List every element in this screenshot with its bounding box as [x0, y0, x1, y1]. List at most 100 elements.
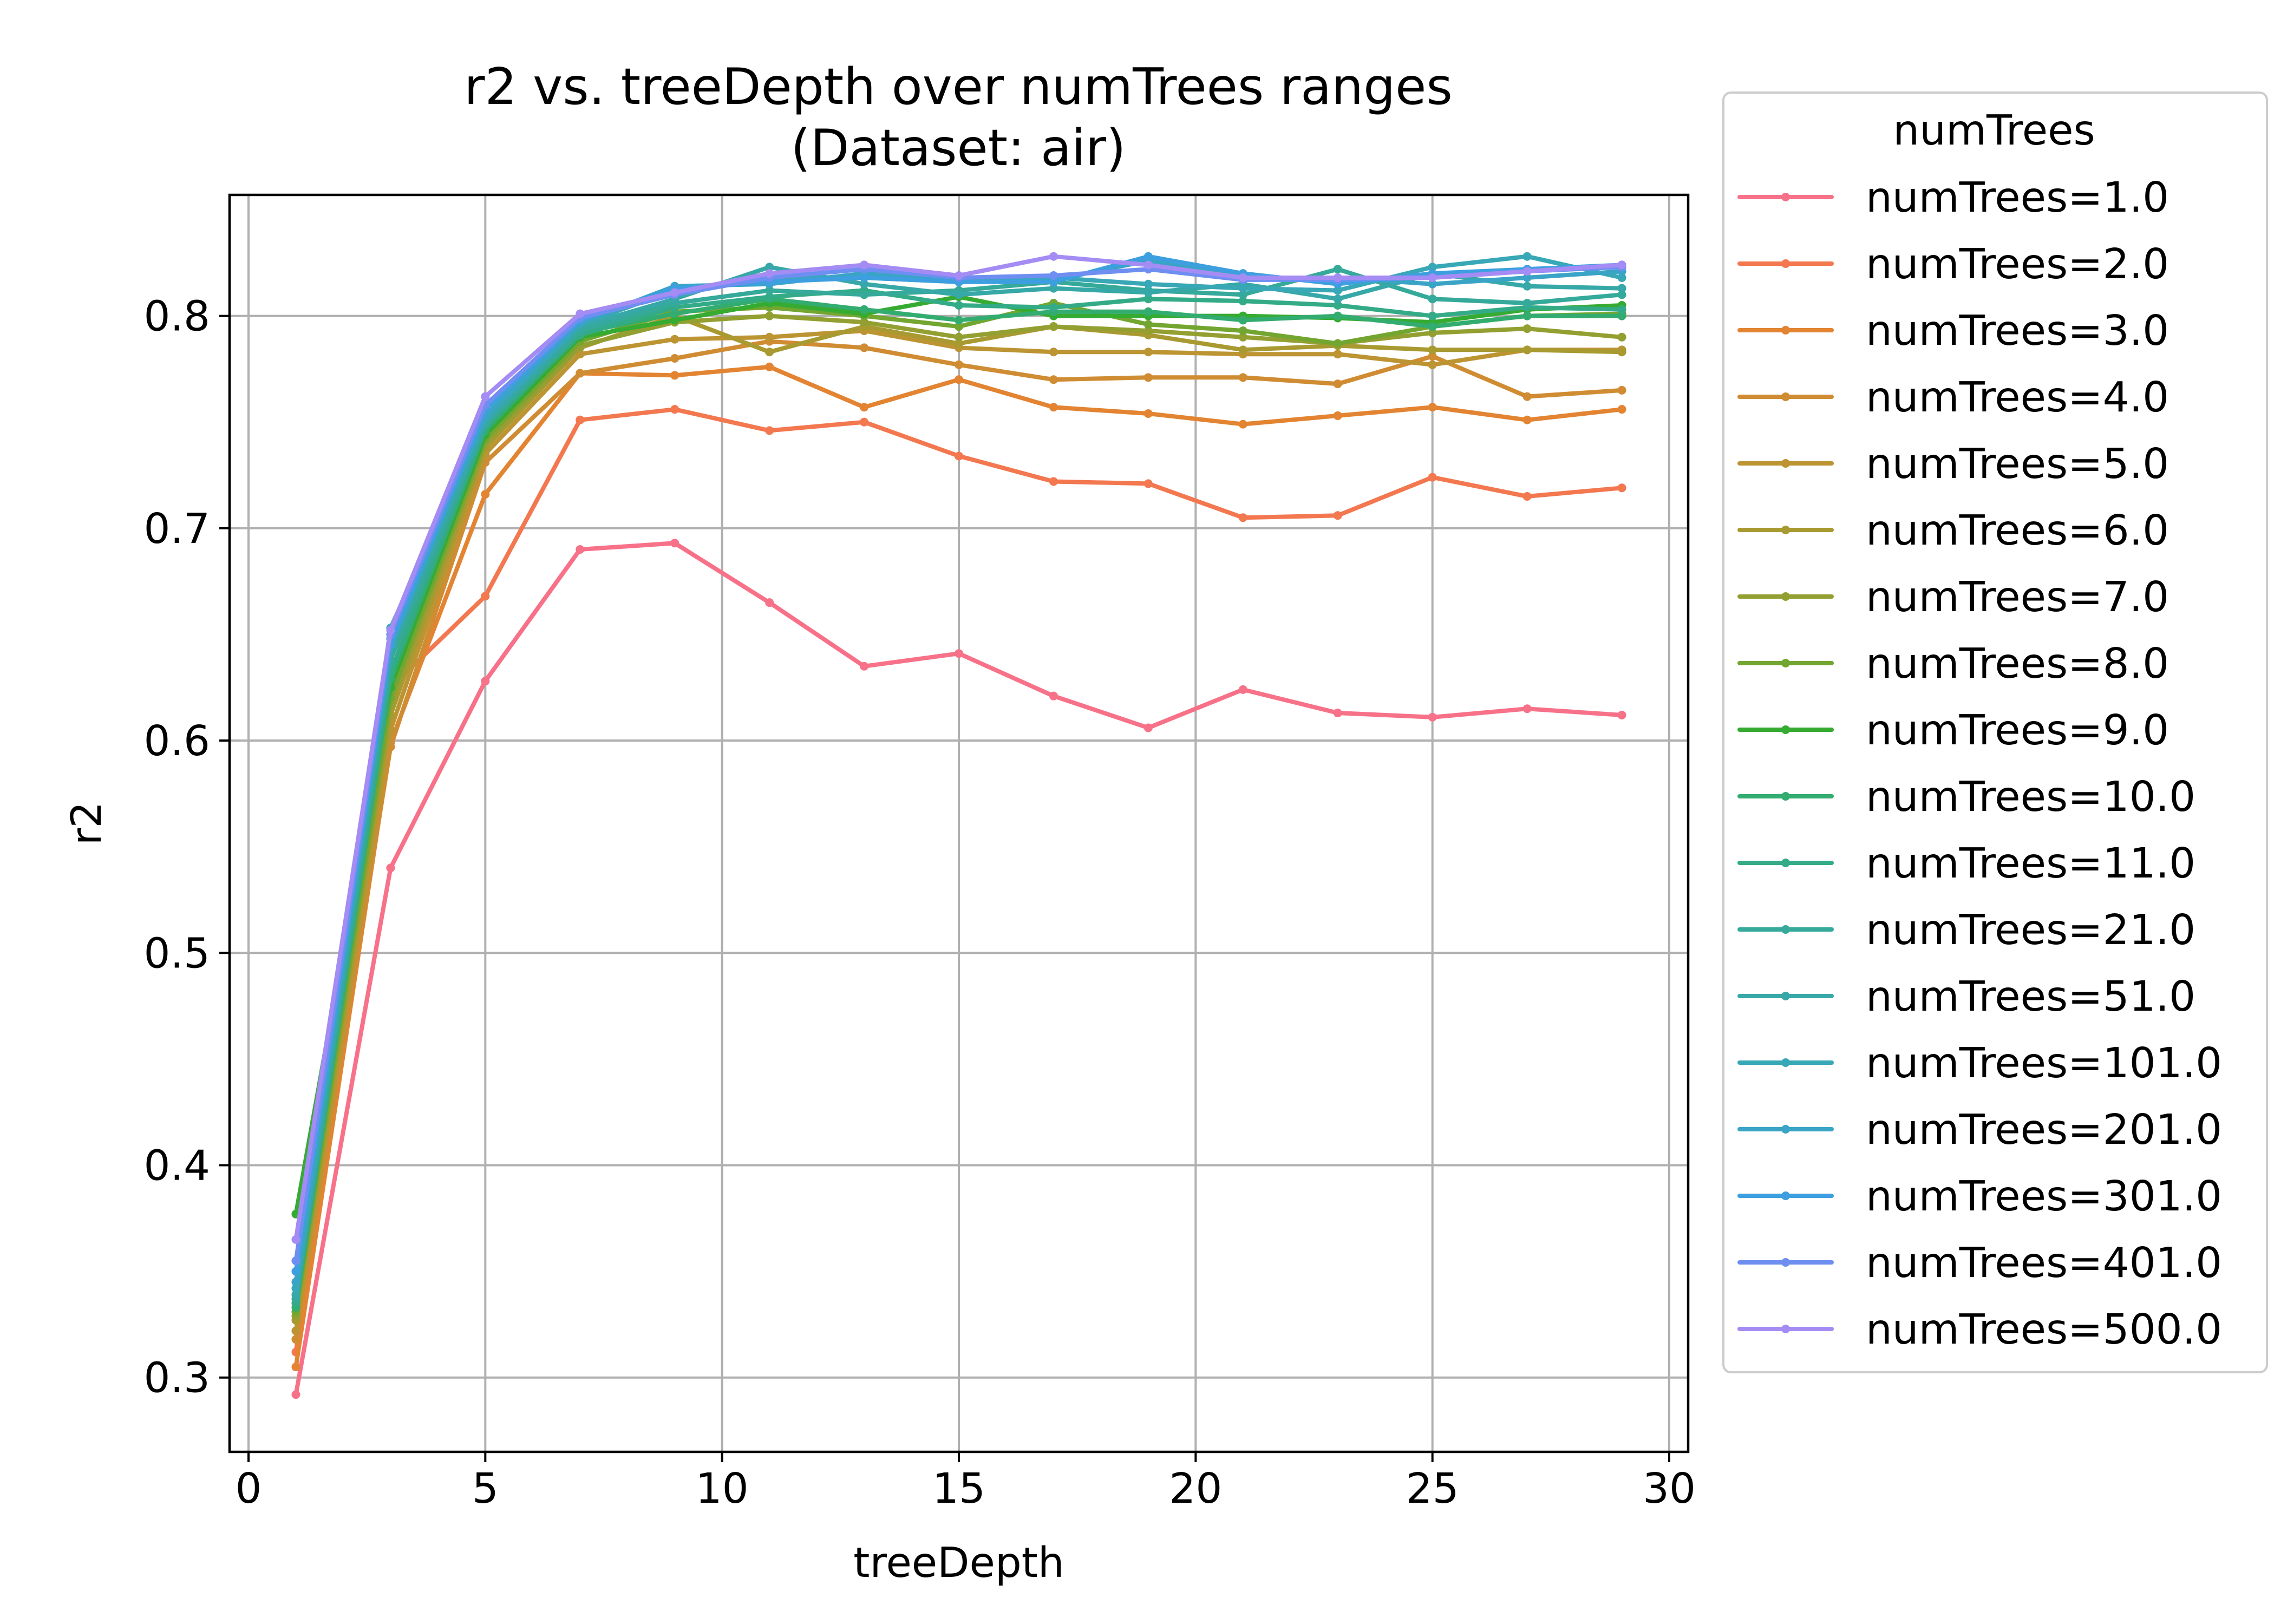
- data-point: [291, 1335, 300, 1344]
- legend-marker: [1781, 526, 1790, 534]
- legend-entry: numTrees=500.0: [1737, 1306, 2222, 1354]
- legend-frame: [1722, 91, 2268, 1373]
- data-point: [765, 598, 774, 607]
- data-point: [765, 332, 774, 342]
- data-point: [291, 1326, 300, 1335]
- data-point: [765, 362, 774, 371]
- data-point: [860, 403, 869, 412]
- legend-entry: numTrees=10.0: [1737, 773, 2195, 821]
- legend-marker: [1781, 859, 1790, 867]
- data-point: [860, 279, 869, 289]
- legend-entry: numTrees=3.0: [1737, 307, 2169, 355]
- data-point: [955, 316, 963, 325]
- chart-title: r2 vs. treeDepth over numTrees ranges: [464, 57, 1453, 116]
- data-point: [1522, 252, 1532, 261]
- legend-label: numTrees=6.0: [1866, 507, 2169, 555]
- data-point: [1238, 373, 1247, 382]
- data-point: [291, 1363, 300, 1372]
- data-point: [1143, 479, 1153, 488]
- y-tick-label: 0.8: [144, 293, 210, 341]
- legend-label: numTrees=51.0: [1866, 973, 2195, 1021]
- data-point: [1143, 320, 1153, 329]
- data-point: [1428, 473, 1437, 482]
- legend-marker: [1781, 459, 1790, 468]
- data-point: [860, 417, 869, 427]
- data-point: [1049, 403, 1058, 412]
- data-point: [1522, 392, 1532, 401]
- legend-marker: [1781, 992, 1790, 1000]
- legend-entry: numTrees=5.0: [1737, 440, 2169, 488]
- data-point: [1333, 339, 1342, 348]
- legend-label: numTrees=4.0: [1866, 374, 2169, 422]
- legend-entry: numTrees=301.0: [1737, 1173, 2222, 1221]
- data-point: [1143, 260, 1153, 270]
- legend-marker: [1781, 392, 1790, 401]
- data-point: [1049, 691, 1058, 700]
- data-point: [1049, 322, 1058, 331]
- legend-marker: [1781, 1258, 1790, 1267]
- x-tick-label: 20: [1169, 1465, 1222, 1513]
- legend-marker: [1781, 1125, 1790, 1134]
- axis-ticks: 0 5 10 15 20 25 30 0.3 0.4 0.5 0.6 0.7 0.8: [144, 293, 1696, 1513]
- y-axis-label: r2: [63, 802, 111, 846]
- legend-entries: numTrees=1.0 numTrees=2.0 numTrees=3.0 numT…: [1737, 174, 2222, 1354]
- legend-entry: numTrees=1.0: [1737, 174, 2169, 222]
- legend-entry: numTrees=21.0: [1737, 906, 2195, 954]
- data-point: [670, 405, 679, 414]
- legend-marker: [1781, 1325, 1790, 1333]
- data-point: [860, 273, 869, 282]
- plot-series: [291, 252, 1626, 1399]
- data-point: [291, 1390, 300, 1399]
- data-point: [860, 305, 869, 314]
- data-point: [1428, 328, 1437, 337]
- data-point: [670, 316, 679, 325]
- data-point: [291, 1284, 300, 1293]
- data-point: [1143, 307, 1153, 316]
- legend-entry: numTrees=7.0: [1737, 573, 2169, 621]
- data-point: [1522, 492, 1532, 501]
- data-point: [1522, 415, 1532, 424]
- legend-label: numTrees=7.0: [1866, 573, 2169, 621]
- data-point: [1428, 322, 1437, 331]
- legend-marker: [1781, 725, 1790, 734]
- data-point: [860, 260, 869, 270]
- data-point: [955, 339, 963, 348]
- data-point: [670, 539, 679, 548]
- legend-marker: [1781, 259, 1790, 268]
- data-point: [1143, 373, 1153, 382]
- data-point: [1238, 297, 1247, 306]
- data-point: [1428, 279, 1437, 289]
- x-tick-label: 0: [235, 1465, 262, 1513]
- data-point: [1333, 286, 1342, 295]
- data-point: [1049, 375, 1058, 384]
- data-point: [1617, 405, 1626, 414]
- y-tick-label: 0.3: [144, 1354, 210, 1403]
- data-point: [1617, 273, 1626, 282]
- data-point: [955, 300, 963, 310]
- data-point: [1049, 252, 1058, 261]
- y-tick-label: 0.6: [144, 717, 210, 765]
- data-point: [1428, 712, 1437, 722]
- data-point: [765, 286, 774, 295]
- data-point: [1238, 332, 1247, 342]
- legend-marker: [1781, 659, 1790, 667]
- data-point: [1617, 305, 1626, 314]
- data-point: [1049, 277, 1058, 286]
- legend-entry: numTrees=51.0: [1737, 973, 2195, 1021]
- data-point: [1428, 352, 1437, 361]
- legend-label: numTrees=201.0: [1866, 1106, 2222, 1154]
- data-point: [765, 263, 774, 272]
- data-point: [1428, 360, 1437, 369]
- data-point: [1522, 324, 1532, 333]
- legend-label: numTrees=101.0: [1866, 1039, 2222, 1088]
- legend-entry: numTrees=2.0: [1737, 240, 2169, 289]
- data-point: [955, 451, 963, 461]
- legend-marker: [1781, 326, 1790, 335]
- data-point: [1333, 311, 1342, 320]
- data-point: [1522, 311, 1532, 320]
- data-point: [1522, 299, 1532, 308]
- data-point: [1143, 326, 1153, 336]
- data-point: [1143, 288, 1153, 297]
- legend-label: numTrees=5.0: [1866, 440, 2169, 488]
- data-point: [955, 322, 963, 331]
